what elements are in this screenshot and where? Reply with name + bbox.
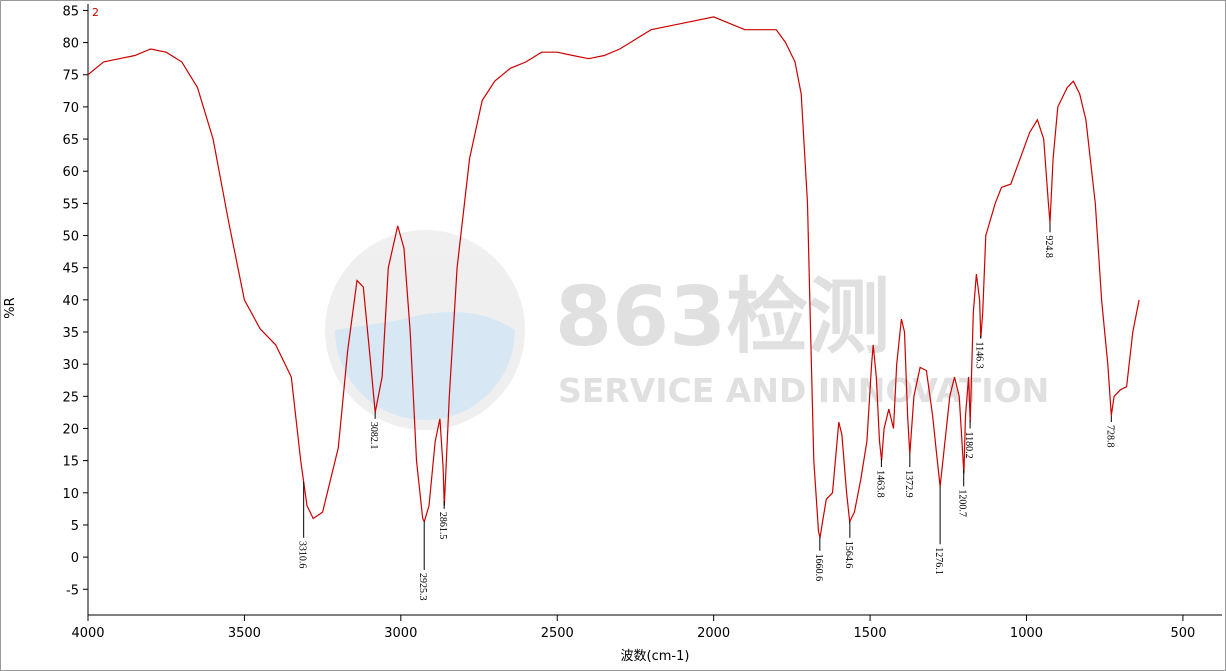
peak-label: 1180.2 — [963, 431, 974, 458]
y-tick-label: 55 — [62, 197, 79, 212]
y-tick-label: 85 — [62, 4, 79, 19]
y-tick-label: 25 — [62, 390, 79, 405]
y-tick-label: 15 — [62, 455, 79, 470]
peak-label: 2925.3 — [417, 573, 428, 601]
peak-label: 1276.1 — [933, 547, 944, 575]
x-tick-label: 1500 — [854, 626, 887, 641]
y-axis-label: %R — [3, 297, 18, 318]
y-tick-label: 40 — [62, 294, 79, 309]
x-tick-label: 3500 — [228, 626, 261, 641]
peak-label: 1200.7 — [957, 489, 968, 517]
x-tick-label: 4000 — [71, 626, 104, 641]
y-tick-label: 5 — [71, 519, 79, 534]
x-tick-label: 3000 — [384, 626, 417, 641]
watermark: 863检测 SERVICE AND INNOVATION — [325, 230, 1049, 430]
peak-label: 3082.1 — [368, 422, 379, 450]
y-tick-label: 35 — [62, 326, 79, 341]
peak-label: 728.8 — [1104, 425, 1115, 448]
x-tick-label: 500 — [1170, 626, 1195, 641]
watermark-subtitle: SERVICE AND INNOVATION — [558, 371, 1049, 410]
x-tick-label: 2000 — [697, 626, 730, 641]
peak-label: 2861.5 — [437, 512, 448, 539]
peak-label: 3310.6 — [297, 541, 308, 569]
series-label: 2 — [92, 6, 99, 19]
y-tick-label: 70 — [62, 101, 79, 116]
y-tick-label: 50 — [62, 230, 79, 245]
y-tick-label: 45 — [62, 262, 79, 277]
x-tick-label: 2500 — [541, 626, 574, 641]
watermark-logo-wave — [335, 312, 515, 420]
y-tick-label: 20 — [62, 422, 79, 437]
y-tick-label: 30 — [62, 358, 79, 373]
peak-label: 1372.9 — [903, 470, 914, 498]
peak-label: 1660.6 — [813, 554, 824, 582]
x-tick-label: 1000 — [1010, 626, 1043, 641]
peak-label: 1564.6 — [843, 541, 854, 569]
spectrum-line — [87, 16, 1140, 538]
y-tick-label: 0 — [71, 551, 79, 566]
y-tick-label: 10 — [62, 487, 79, 502]
y-tick-label: 65 — [62, 133, 79, 148]
y-tick-label: -5 — [66, 583, 79, 598]
y-tick-label: 60 — [62, 165, 79, 180]
y-tick-label: 75 — [62, 69, 79, 84]
peak-label: 1146.3 — [974, 341, 985, 368]
y-tick-label: 80 — [62, 37, 79, 52]
peak-label: 1463.8 — [874, 470, 885, 498]
peak-label: 924.8 — [1043, 235, 1054, 257]
watermark-title: 863检测 — [555, 270, 890, 365]
x-axis-label: 波数(cm-1) — [621, 649, 690, 664]
